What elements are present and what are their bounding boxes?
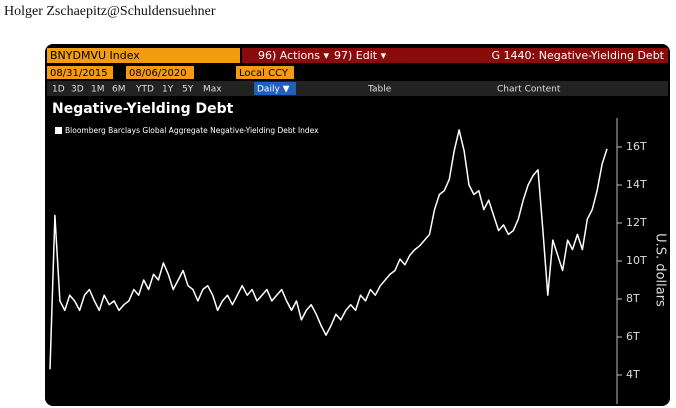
legend-label: Bloomberg Barclays Global Aggregate Nega… [65,126,319,135]
table-button[interactable]: Table [367,85,392,95]
actions-menu[interactable]: 96) Actions ▾ [258,49,329,62]
author: Holger Zschaepitz@Schuldensuehner [4,4,216,19]
series-line [49,129,608,370]
end-date-box[interactable] [126,66,194,79]
period-button[interactable]: 3D [71,85,84,95]
chart-id: G 1440: Negative-Yielding Debt [492,49,665,62]
period-button[interactable]: 1M [91,85,105,95]
currency: Local CCY [239,68,289,79]
menu-bar [242,48,668,63]
start-date: 08/31/2015 [50,68,108,79]
y-tick-label: 8T [626,292,640,305]
legend-swatch [55,127,62,134]
frequency-box[interactable] [254,82,296,95]
period-button[interactable]: 1Y [162,85,174,95]
period-button[interactable]: 5Y [182,85,194,95]
y-tick-label: 6T [626,330,640,343]
start-date-box[interactable] [47,66,113,79]
end-date: 08/06/2020 [129,68,187,79]
y-tick-label: 14T [626,178,647,191]
frequency: Daily ▼ [257,85,290,95]
y-tick-label: 10T [626,254,647,267]
period-button[interactable]: Max [203,85,222,95]
period-button[interactable]: 1D [52,85,65,95]
edit-menu[interactable]: 97) Edit ▾ [334,49,387,62]
chart-title: Negative-Yielding Debt [52,101,234,117]
period-button[interactable]: YTD [135,85,154,95]
y-tick-label: 16T [626,140,647,153]
y-tick-label: 12T [626,216,647,229]
chart-frame [45,44,670,406]
currency-box[interactable] [236,66,294,79]
y-tick-label: 4T [626,368,640,381]
period-bar [47,81,668,96]
period-button[interactable]: 6M [112,85,126,95]
ticker: BNYDMVU Index [50,49,140,62]
y-axis-label: U.S. dollars [653,233,668,307]
chart-content-button[interactable]: Chart Content [497,85,561,95]
ticker-box [47,48,240,63]
